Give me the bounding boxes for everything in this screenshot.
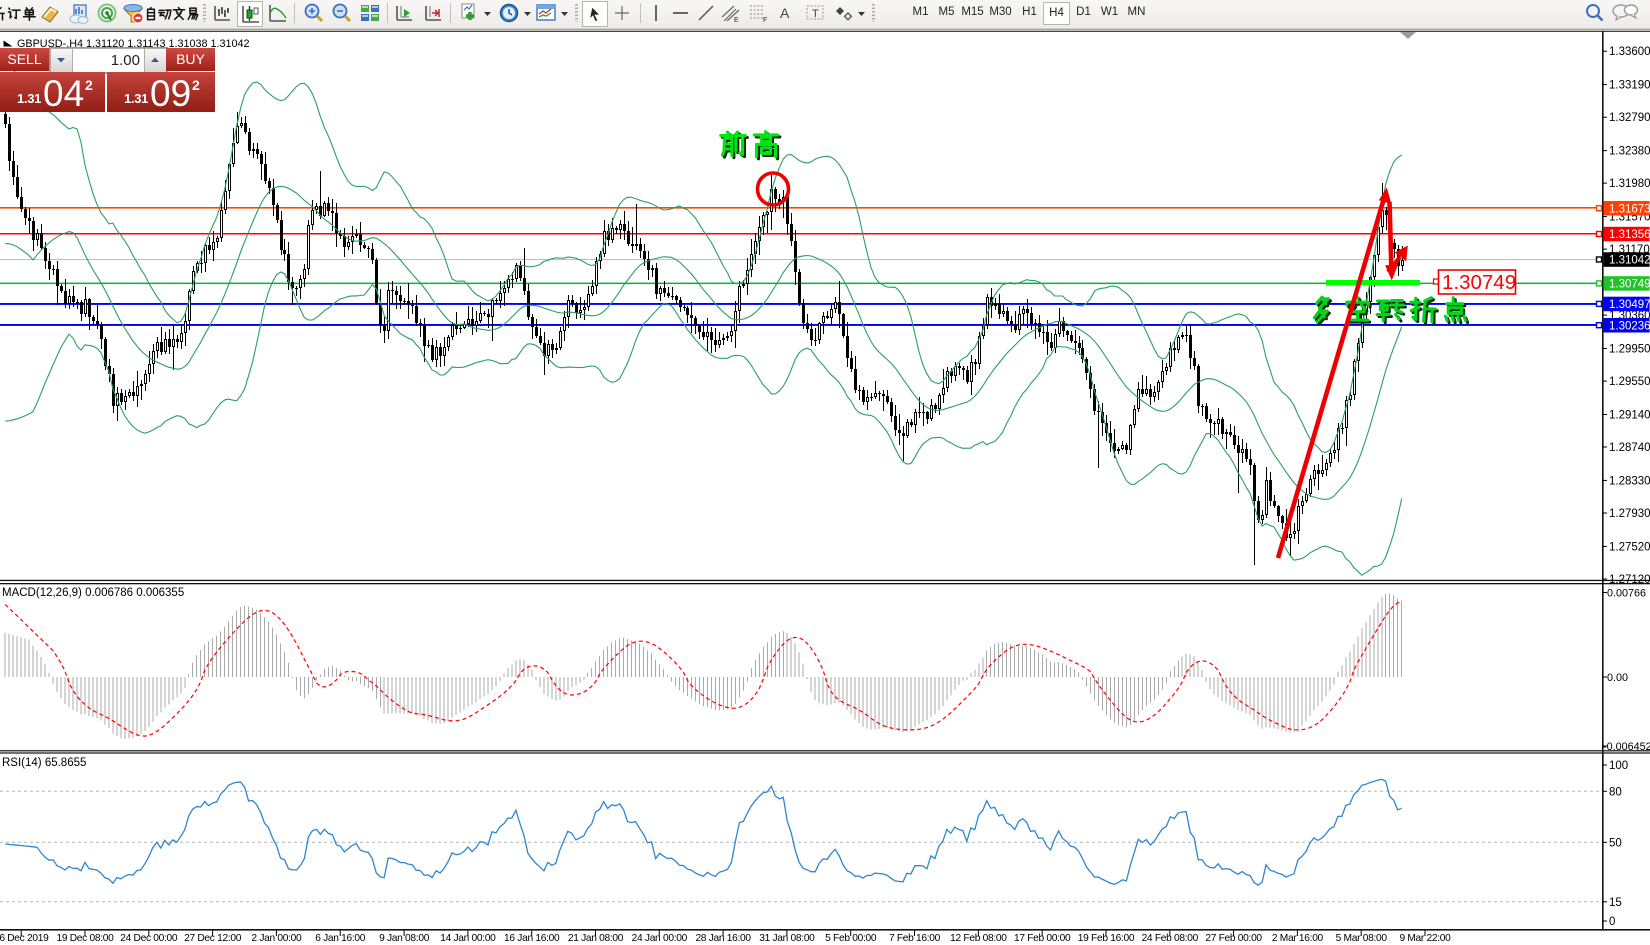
svg-text:21 Jan 08:00: 21 Jan 08:00 [568, 933, 624, 944]
svg-text:A: A [780, 5, 790, 21]
svg-text:1.30497: 1.30497 [1609, 299, 1650, 311]
svg-text:7 Feb 16:00: 7 Feb 16:00 [889, 933, 941, 944]
svg-text:1.28330: 1.28330 [1609, 475, 1650, 487]
svg-text:1.31673: 1.31673 [1609, 203, 1650, 215]
svg-text:27 Dec 12:00: 27 Dec 12:00 [184, 933, 242, 944]
svg-text:14 Jan 00:00: 14 Jan 00:00 [440, 933, 496, 944]
svg-text:1.30236: 1.30236 [1609, 320, 1650, 332]
svg-text:T: T [812, 8, 819, 20]
svg-text:1.33190: 1.33190 [1609, 80, 1650, 92]
svg-text:-0.006452: -0.006452 [1603, 741, 1650, 753]
svg-text:F: F [763, 17, 767, 24]
svg-text:E: E [734, 17, 739, 24]
svg-text:9 Mar 22:00: 9 Mar 22:00 [1399, 933, 1451, 944]
svg-text:1.33600: 1.33600 [1609, 46, 1650, 58]
svg-text:1.31042: 1.31042 [1609, 255, 1650, 267]
svg-text:24 Dec 00:00: 24 Dec 00:00 [120, 933, 178, 944]
svg-text:5 Mar 08:00: 5 Mar 08:00 [1336, 933, 1388, 944]
svg-text:MACD(12,26,9) 0.006786 0.00635: MACD(12,26,9) 0.006786 0.006355 [2, 587, 184, 599]
svg-text:1.30749: 1.30749 [1442, 271, 1516, 294]
svg-text:0.00766: 0.00766 [1607, 588, 1646, 600]
svg-text:6 Jan 16:00: 6 Jan 16:00 [315, 933, 366, 944]
svg-text:1.30749: 1.30749 [1609, 279, 1650, 291]
svg-text:1.27120: 1.27120 [1609, 574, 1650, 586]
svg-text:0.00: 0.00 [1607, 672, 1628, 684]
svg-text:1.29140: 1.29140 [1609, 410, 1650, 422]
svg-text:RSI(14) 65.8655: RSI(14) 65.8655 [2, 757, 86, 769]
svg-text:1.31980: 1.31980 [1609, 178, 1650, 190]
svg-text:100: 100 [1609, 760, 1628, 772]
svg-text:1.28740: 1.28740 [1609, 442, 1650, 454]
svg-text:2 Jan 00:00: 2 Jan 00:00 [251, 933, 302, 944]
svg-text:1.27520: 1.27520 [1609, 541, 1650, 553]
svg-text:19 Feb 16:00: 19 Feb 16:00 [1078, 933, 1135, 944]
svg-text:17 Feb 00:00: 17 Feb 00:00 [1014, 933, 1071, 944]
svg-text:1.32380: 1.32380 [1609, 146, 1650, 158]
svg-text:9 Jan 08:00: 9 Jan 08:00 [379, 933, 430, 944]
svg-text:50: 50 [1609, 837, 1622, 849]
svg-text:15: 15 [1609, 897, 1622, 909]
svg-text:28 Jan 16:00: 28 Jan 16:00 [695, 933, 751, 944]
svg-text:1.27930: 1.27930 [1609, 508, 1650, 520]
svg-text:31 Jan 08:00: 31 Jan 08:00 [759, 933, 815, 944]
svg-text:12 Feb 08:00: 12 Feb 08:00 [950, 933, 1007, 944]
svg-text:1.31356: 1.31356 [1609, 229, 1650, 241]
svg-text:5 Feb 00:00: 5 Feb 00:00 [825, 933, 877, 944]
svg-text:2 Mar 16:00: 2 Mar 16:00 [1272, 933, 1324, 944]
svg-text:0: 0 [1609, 916, 1615, 928]
svg-text:1.29550: 1.29550 [1609, 376, 1650, 388]
svg-text:24 Feb 08:00: 24 Feb 08:00 [1142, 933, 1199, 944]
svg-text:16 Dec 2019: 16 Dec 2019 [0, 933, 49, 944]
svg-text:16 Jan 16:00: 16 Jan 16:00 [504, 933, 560, 944]
svg-text:1.29950: 1.29950 [1609, 344, 1650, 356]
svg-text:80: 80 [1609, 786, 1622, 798]
svg-text:24 Jan 00:00: 24 Jan 00:00 [632, 933, 688, 944]
svg-text:27 Feb 00:00: 27 Feb 00:00 [1205, 933, 1262, 944]
svg-text:1.32790: 1.32790 [1609, 112, 1650, 124]
svg-text:19 Dec 08:00: 19 Dec 08:00 [56, 933, 114, 944]
